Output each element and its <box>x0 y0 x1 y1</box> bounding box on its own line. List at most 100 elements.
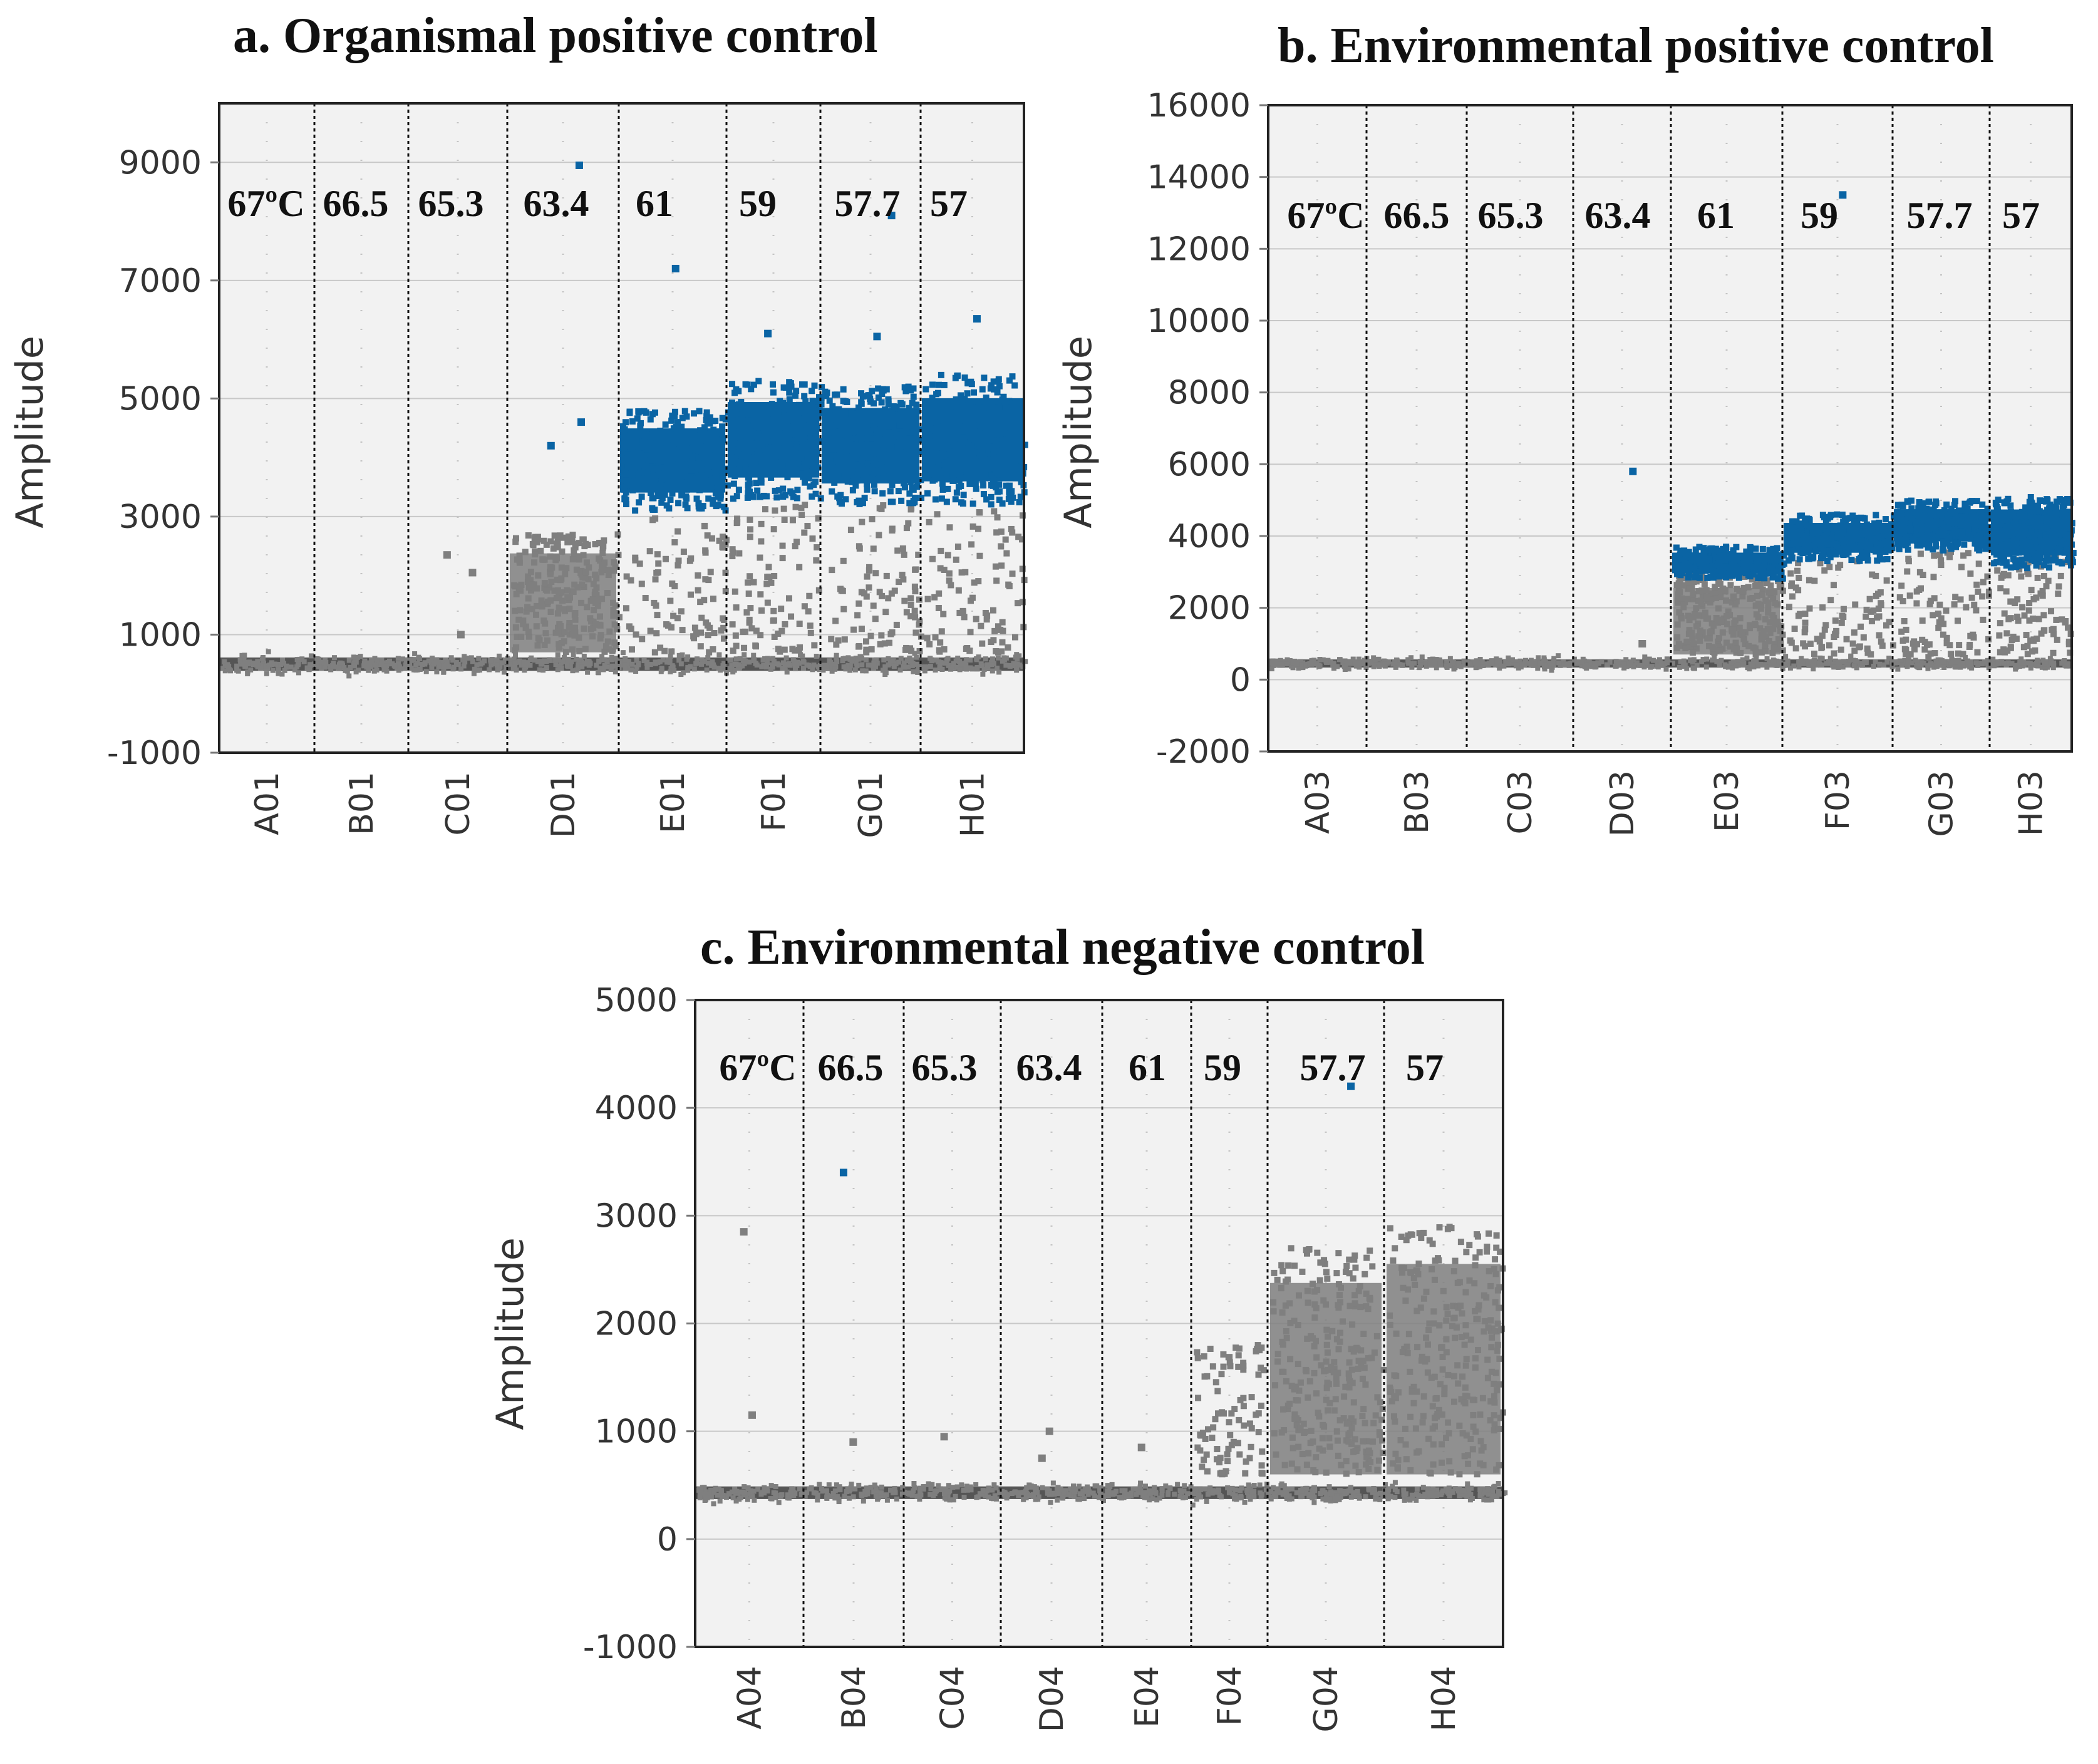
rain-droplet <box>1685 612 1692 619</box>
rain-droplet <box>593 592 600 599</box>
negative-droplet <box>1434 665 1439 671</box>
rain-droplet <box>569 646 576 653</box>
negative-droplet <box>1519 661 1524 667</box>
rain-cluster-G01 <box>828 502 924 656</box>
rain-droplet <box>877 641 884 647</box>
positive-droplet <box>871 481 877 488</box>
positive-droplet <box>812 478 819 485</box>
negative-droplet <box>929 1482 935 1487</box>
positive-droplet <box>780 406 787 413</box>
negative-droplet <box>1447 656 1453 661</box>
rain-droplet <box>1835 564 1842 571</box>
rain-droplet <box>602 643 609 650</box>
negative-droplet <box>301 659 307 664</box>
positive-droplet <box>926 436 933 443</box>
negative-droplet <box>1450 660 1456 666</box>
positive-droplet <box>647 416 654 423</box>
negative-droplet <box>1762 662 1768 668</box>
positive-droplet <box>1810 554 1817 560</box>
positive-droplet <box>797 409 804 416</box>
negative-droplet <box>344 668 350 674</box>
positive-droplet <box>968 442 974 449</box>
rain-droplet <box>863 646 870 653</box>
rain-droplet <box>707 569 714 575</box>
negative-droplet <box>1613 659 1619 664</box>
positive-droplet <box>833 458 840 465</box>
negative-droplet <box>945 1494 951 1500</box>
positive-droplet <box>1755 574 1762 581</box>
negative-droplet <box>264 671 269 676</box>
rain-droplet <box>1787 637 1794 644</box>
positive-droplet <box>744 417 751 424</box>
negative-droplet <box>1691 657 1697 663</box>
positive-droplet <box>639 469 646 476</box>
rain-droplet <box>958 569 965 576</box>
negative-droplet <box>434 657 440 663</box>
negative-droplet <box>914 661 919 667</box>
negative-droplet <box>697 1495 703 1500</box>
negative-droplet <box>1965 663 1971 668</box>
negative-droplet <box>784 669 790 675</box>
positive-droplet <box>969 458 976 465</box>
negative-droplet <box>850 1494 856 1500</box>
positive-droplet <box>649 411 656 418</box>
positive-droplet <box>2038 525 2045 532</box>
positive-droplet <box>885 396 892 403</box>
negative-droplet <box>922 668 928 674</box>
rain-droplet <box>586 564 592 571</box>
rain-droplet <box>1938 557 1945 564</box>
rain-droplet <box>747 573 753 580</box>
negative-droplet <box>2043 659 2049 665</box>
positive-droplet <box>963 468 970 475</box>
negative-droplet <box>1244 1487 1250 1493</box>
positive-droplet <box>1894 540 1901 547</box>
negative-droplet <box>1210 1488 1216 1493</box>
negative-droplet <box>1626 661 1632 666</box>
negative-droplet <box>834 652 839 658</box>
positive-droplet <box>1712 570 1718 577</box>
rain-droplet <box>576 634 582 641</box>
rain-droplet <box>733 604 740 611</box>
positive-droplet <box>808 443 815 450</box>
rain-droplet <box>1730 631 1737 638</box>
negative-droplet <box>222 659 227 664</box>
positive-droplet <box>1729 572 1735 579</box>
positive-droplet <box>793 467 800 474</box>
rain-droplet <box>1973 607 1980 614</box>
rain-droplet <box>524 604 531 611</box>
positive-droplet <box>1768 570 1775 577</box>
negative-droplet <box>602 663 607 668</box>
positive-droplet <box>1973 498 1980 505</box>
rain-droplet <box>1860 634 1867 641</box>
negative-droplet <box>946 1489 951 1495</box>
negative-droplet <box>798 652 804 658</box>
positive-droplet <box>951 441 958 448</box>
positive-droplet <box>1916 510 1923 517</box>
positive-droplet <box>831 479 838 486</box>
rain-droplet <box>765 564 772 570</box>
negative-droplet <box>1456 661 1462 666</box>
negative-droplet <box>1397 662 1402 668</box>
positive-droplet <box>1955 530 1961 537</box>
rain-droplet <box>551 532 558 539</box>
negative-droplet <box>886 656 891 661</box>
positive-droplet <box>711 463 718 470</box>
rain-droplet <box>1955 650 1961 657</box>
positive-droplet <box>840 386 847 393</box>
rain-droplet <box>541 580 548 587</box>
positive-droplet <box>2063 534 2070 541</box>
rain-droplet <box>1740 588 1747 595</box>
negative-droplet <box>737 656 743 661</box>
positive-droplet <box>938 495 945 502</box>
rain-droplet <box>1675 586 1682 593</box>
positive-droplet <box>1805 549 1812 555</box>
rain-droplet <box>1914 641 1921 647</box>
positive-droplet <box>875 385 882 392</box>
positive-droplet <box>1831 522 1838 529</box>
positive-droplet <box>1801 544 1808 550</box>
negative-droplet <box>1382 658 1387 664</box>
positive-droplet <box>647 434 654 441</box>
negative-droplet <box>1999 659 2005 664</box>
positive-droplet <box>1816 540 1822 547</box>
rain-droplet <box>1710 645 1717 652</box>
